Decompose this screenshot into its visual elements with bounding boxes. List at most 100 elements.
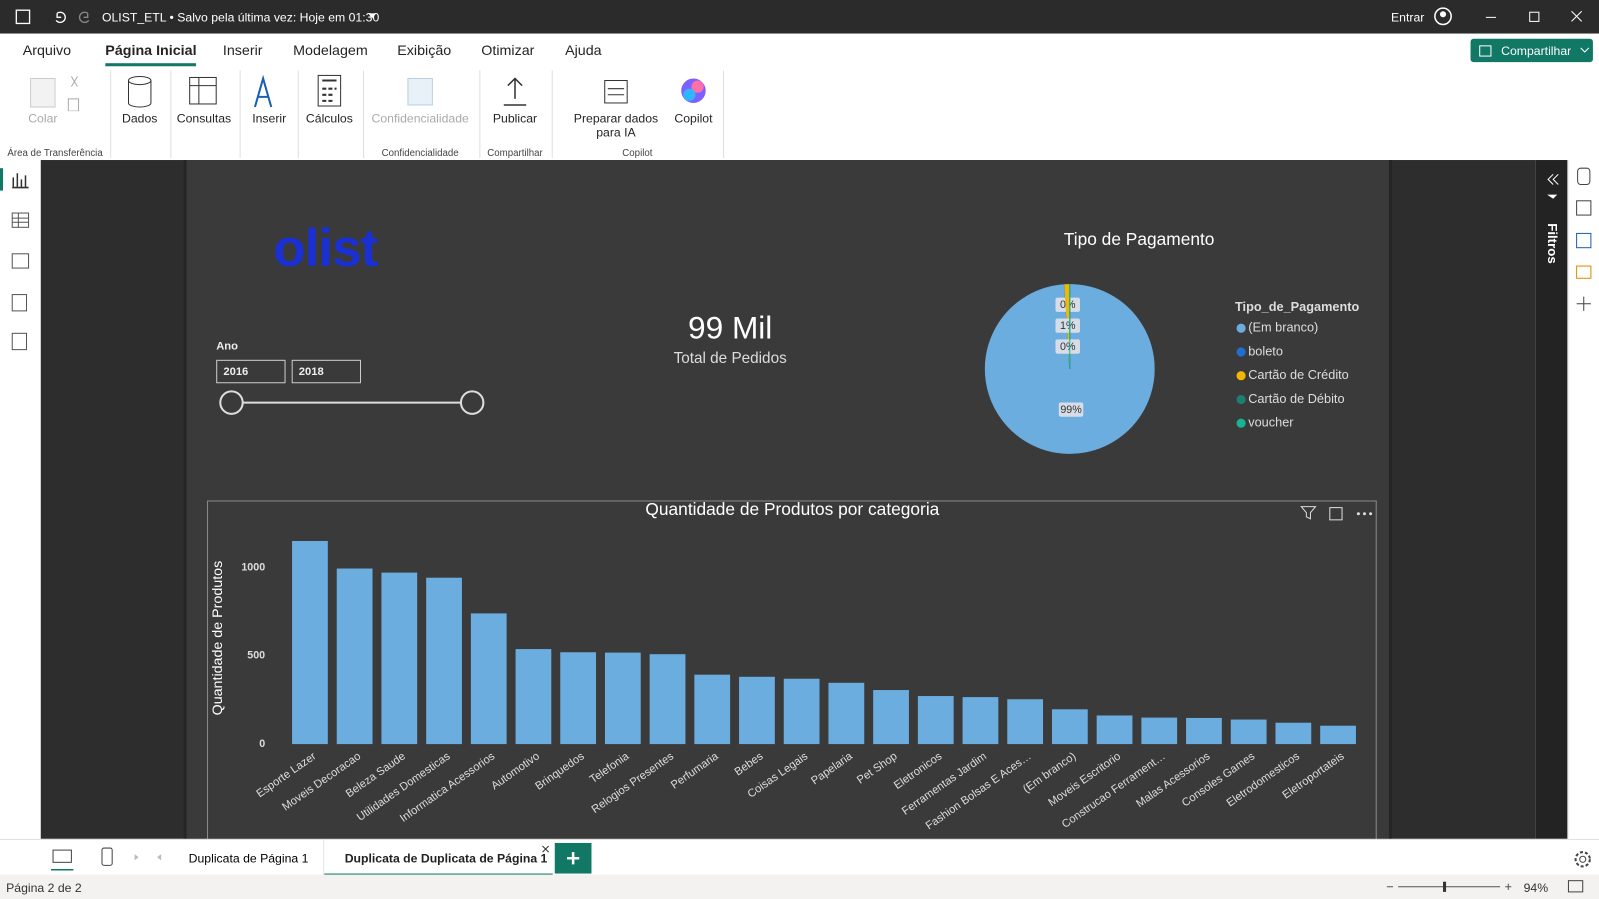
y-tick-label: 500 xyxy=(247,650,265,662)
ribbon-button[interactable]: Confidencialidade xyxy=(371,111,469,126)
x-tick-label: Bebes xyxy=(733,750,766,778)
signin[interactable]: Entrar xyxy=(1391,10,1425,25)
slider-handle[interactable] xyxy=(219,390,244,415)
ribbon-button[interactable]: Inserir xyxy=(252,111,287,126)
data-pane[interactable] xyxy=(1577,167,1591,186)
visual-pane[interactable] xyxy=(1576,265,1592,279)
share-button[interactable]: Compartilhar xyxy=(1470,38,1593,63)
tmdl-view[interactable] xyxy=(11,332,28,351)
menu-bar: Arquivo Página Inicial Inserir Modelagem… xyxy=(0,33,1599,69)
bar xyxy=(694,674,731,745)
ribbon-button[interactable]: Publicar xyxy=(492,111,538,126)
ribbon-button[interactable]: Copilot xyxy=(674,111,713,126)
quick-access xyxy=(15,9,90,25)
ribbon-button[interactable]: Consultas xyxy=(176,111,232,126)
legend-swatch xyxy=(1236,347,1246,357)
separator xyxy=(239,70,241,158)
slider-handle[interactable] xyxy=(459,390,485,415)
more-icon[interactable] xyxy=(1356,512,1360,516)
title-bar: OLIST_ETL • Salvo pela última vez: Hoje … xyxy=(0,0,1599,34)
menu-tab[interactable]: Modelagem xyxy=(293,41,368,59)
menu-tab[interactable]: Otimizar xyxy=(481,41,535,59)
bar xyxy=(426,577,462,745)
save-icon[interactable] xyxy=(15,9,31,25)
filter-pane-label[interactable]: Filtros xyxy=(1544,223,1561,264)
menu-tab[interactable]: Inserir xyxy=(222,41,263,59)
format-pane[interactable] xyxy=(1576,232,1592,249)
add-page[interactable] xyxy=(554,842,592,874)
queries-icon xyxy=(189,76,217,105)
table-view[interactable] xyxy=(11,212,30,228)
maximize[interactable] xyxy=(1529,11,1540,22)
x-tick-label: Papelaria xyxy=(809,750,855,787)
mobile-layout[interactable] xyxy=(101,847,113,866)
menu-tab[interactable]: Exibição xyxy=(397,41,452,59)
menu-tab[interactable]: Ajuda xyxy=(565,41,602,59)
page-tab-label: Duplicata de Página 1 xyxy=(188,851,309,866)
data-label: 99% xyxy=(1060,404,1082,416)
bar xyxy=(1051,709,1088,745)
sensitivity-icon xyxy=(407,77,433,106)
ribbon-button[interactable]: Cálculos xyxy=(305,111,353,126)
page-tab[interactable]: Duplicata de Página 1 xyxy=(170,839,325,876)
bar xyxy=(1320,725,1356,745)
bar xyxy=(292,540,328,745)
status-bar: Página 2 de 2 94% xyxy=(0,874,1599,899)
ribbon-group-label: Área de Transferência xyxy=(7,147,103,160)
desktop-layout[interactable] xyxy=(52,849,72,863)
redo-icon[interactable] xyxy=(78,11,90,24)
filter-icon[interactable] xyxy=(1300,506,1317,520)
build-pane[interactable] xyxy=(1576,200,1592,216)
page-count: Página 2 de 2 xyxy=(6,880,82,895)
legend-swatch xyxy=(1236,323,1246,333)
document-title[interactable]: OLIST_ETL • Salvo pela última vez: Hoje … xyxy=(101,10,380,25)
page-tab-active[interactable]: Duplicata de Duplicata de Página 1 xyxy=(324,839,553,877)
separator xyxy=(363,70,365,158)
x-tick-label: Automotivo xyxy=(489,750,542,792)
slicer-start[interactable]: 2016 xyxy=(216,359,286,384)
dax-view[interactable] xyxy=(11,294,28,312)
dropdown-icon[interactable] xyxy=(368,13,378,21)
tab-close[interactable] xyxy=(542,845,550,853)
fit-page[interactable] xyxy=(1566,879,1584,895)
bar xyxy=(1275,722,1312,745)
menu-tab[interactable]: Arquivo xyxy=(22,41,72,59)
active-indicator xyxy=(0,168,4,191)
data-label-bg xyxy=(1058,402,1084,417)
legend-label: Cartão de Crédito xyxy=(1248,367,1349,382)
data-label: 0% xyxy=(1060,341,1076,353)
close[interactable] xyxy=(1571,10,1583,22)
focus-icon[interactable] xyxy=(1329,507,1343,521)
view-icons xyxy=(0,168,30,351)
filter-pane-icons[interactable] xyxy=(1544,172,1560,201)
ribbon: Colar Dados Consultas Inserir Cálculos C… xyxy=(0,68,1599,162)
zoom-slider[interactable] xyxy=(1385,879,1518,895)
ribbon-button[interactable]: Dados xyxy=(122,111,158,126)
add-pane[interactable] xyxy=(1576,296,1591,311)
ribbon-group-label: Copilot xyxy=(622,147,653,160)
separator xyxy=(110,70,112,158)
ribbon-button[interactable]: Colar xyxy=(28,111,58,126)
model-view[interactable] xyxy=(11,253,30,269)
ribbon-icons xyxy=(30,74,706,112)
scroll-arrows[interactable] xyxy=(134,854,162,861)
undo-icon[interactable] xyxy=(55,11,66,24)
report-view[interactable] xyxy=(12,173,29,189)
x-tick-label: Relogios Presentes xyxy=(590,750,677,816)
ribbon-button[interactable]: Preparar dados para IA xyxy=(573,111,659,140)
separator xyxy=(479,70,481,158)
logo: olist xyxy=(273,219,378,279)
avatar[interactable] xyxy=(1434,7,1452,26)
zoom-level: 94% xyxy=(1523,880,1549,895)
copy-icon xyxy=(67,98,80,112)
legend-title: Tipo_de_Pagamento xyxy=(1235,299,1360,314)
x-tick-label: Moveis Decoracao xyxy=(280,750,363,813)
data-label-bg xyxy=(1055,318,1080,333)
settings-icon[interactable] xyxy=(1570,848,1594,870)
bar xyxy=(917,696,954,745)
separator xyxy=(297,70,299,158)
slicer-end[interactable]: 2018 xyxy=(291,359,362,384)
menu-tab-active[interactable]: Página Inicial xyxy=(105,42,197,67)
